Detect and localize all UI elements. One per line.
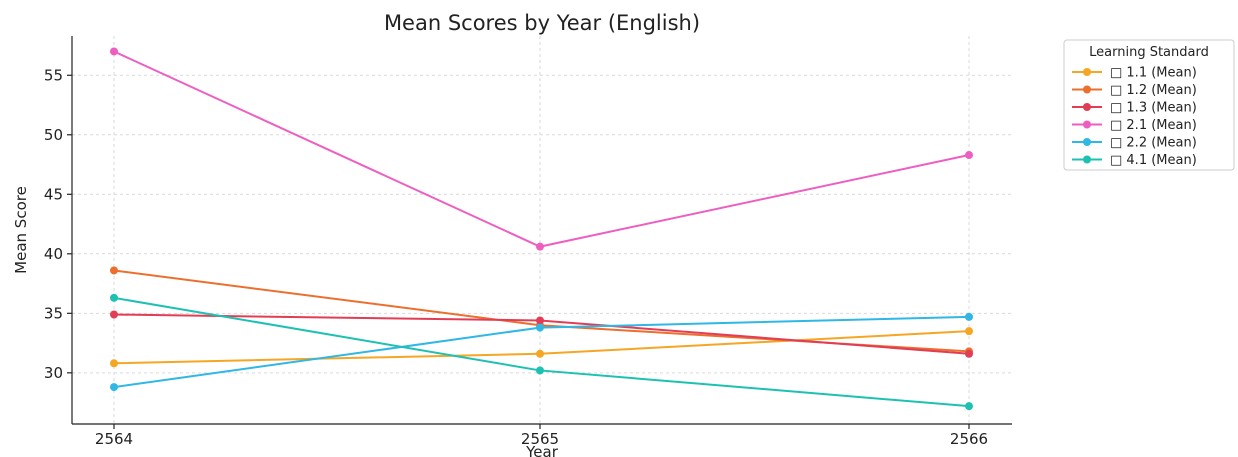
data-point — [965, 349, 973, 358]
tick-labels: 30 35 40 45 50 55 2564 2565 2566 — [44, 66, 988, 448]
y-axis-label: Mean Score — [12, 186, 30, 274]
legend-marker — [1083, 138, 1091, 146]
data-point — [536, 242, 544, 251]
y-tick-label: 35 — [44, 304, 63, 322]
legend-item: □ 1.2 (Mean) — [1072, 83, 1197, 98]
legend-label: □ 4.1 (Mean) — [1110, 153, 1197, 168]
axes — [71, 36, 1012, 425]
data-point — [965, 151, 973, 160]
chart-title: Mean Scores by Year (English) — [384, 11, 700, 35]
series-3 — [110, 310, 973, 358]
x-tick-label: 2564 — [95, 430, 133, 448]
y-tick-label: 30 — [44, 364, 63, 382]
legend-title: Learning Standard — [1089, 45, 1209, 60]
series-4 — [110, 47, 973, 251]
data-point — [536, 349, 544, 358]
series-1 — [110, 327, 973, 368]
data-point — [110, 310, 118, 319]
data-point — [110, 293, 118, 302]
legend-marker — [1083, 85, 1091, 94]
series-line — [113, 269, 970, 353]
legend-label: □ 1.2 (Mean) — [1110, 83, 1197, 98]
legend-marker — [1083, 120, 1091, 129]
data-point — [536, 366, 544, 375]
series-5 — [110, 312, 973, 392]
legend-item: □ 2.2 (Mean) — [1072, 136, 1197, 151]
legend: Learning Standard □ 1.1 (Mean) □ 1.2 (Mea… — [1063, 39, 1235, 171]
legend-item: □ 4.1 (Mean) — [1072, 153, 1197, 168]
legend-label: □ 1.3 (Mean) — [1110, 101, 1197, 116]
legend-label: □ 2.2 (Mean) — [1110, 136, 1197, 151]
legend-frame — [1063, 39, 1235, 171]
legend-item: □ 1.1 (Mean) — [1072, 66, 1197, 81]
y-tick-label: 45 — [44, 185, 63, 203]
series-line — [113, 330, 970, 365]
legend-marker — [1083, 68, 1091, 76]
data-point — [110, 47, 118, 56]
legend-label: □ 2.1 (Mean) — [1110, 118, 1197, 133]
y-tick-label: 55 — [44, 66, 63, 84]
legend-item: □ 1.3 (Mean) — [1072, 101, 1197, 116]
data-point — [536, 323, 544, 332]
data-point — [965, 312, 973, 321]
data-point — [110, 359, 118, 368]
series — [110, 47, 973, 411]
x-tick-label: 2565 — [521, 430, 559, 448]
legend-item: □ 2.1 (Mean) — [1072, 118, 1197, 133]
series-line — [113, 50, 970, 248]
data-point — [110, 383, 118, 392]
legend-label: □ 1.1 (Mean) — [1110, 66, 1197, 81]
y-tick-label: 50 — [44, 126, 63, 144]
y-tick-label: 40 — [44, 245, 63, 263]
data-point — [965, 402, 973, 411]
data-point — [965, 327, 973, 336]
legend-marker — [1083, 155, 1091, 164]
x-axis-label: Year — [525, 443, 559, 457]
grid — [72, 36, 1012, 424]
legend-marker — [1083, 103, 1091, 111]
data-point — [110, 266, 118, 275]
x-tick-label: 2566 — [950, 430, 988, 448]
data-point — [536, 316, 544, 325]
series-6 — [110, 293, 973, 411]
series-2 — [110, 266, 973, 356]
